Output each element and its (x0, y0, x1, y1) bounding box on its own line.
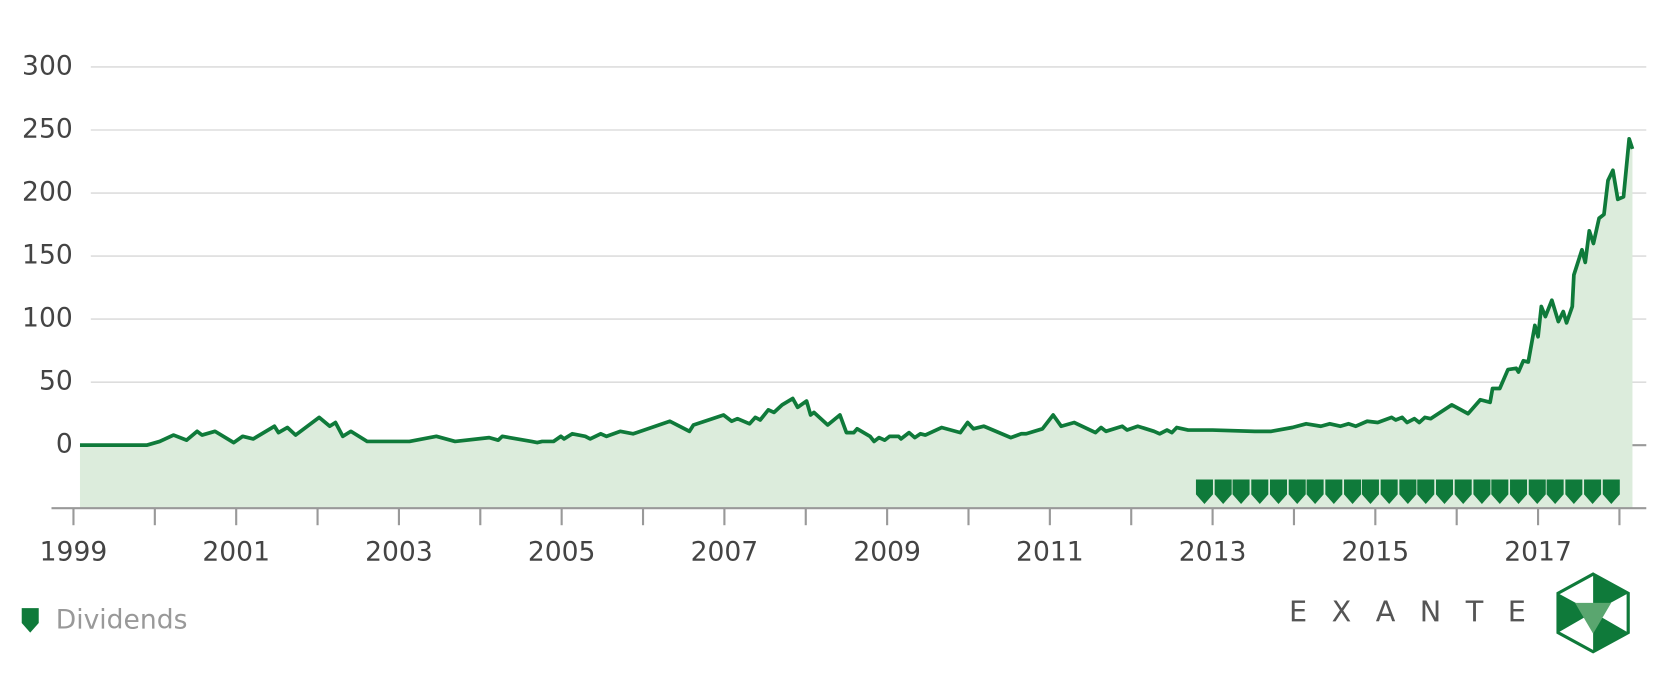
dividend-marker (1546, 479, 1564, 504)
x-tick-label: 2001 (202, 536, 270, 567)
dividend-marker (1344, 479, 1362, 504)
dividend-marker (1214, 479, 1232, 504)
logo-facet (1575, 602, 1612, 634)
dividend-marker (1232, 479, 1250, 504)
dividend-marker (1473, 479, 1491, 504)
logo: EXANTE (1289, 572, 1630, 654)
dividend-marker (1306, 479, 1324, 504)
y-tick-label: 200 (22, 177, 73, 208)
x-tick-label: 2017 (1504, 536, 1572, 567)
x-tick-label: 2015 (1342, 536, 1410, 567)
dividend-marker (1399, 479, 1417, 504)
dividend-marker (1417, 479, 1435, 504)
dividend-marker (1361, 479, 1379, 504)
dividend-marker (1565, 479, 1583, 504)
dividend-marker (1435, 479, 1453, 504)
logo-facet (1593, 612, 1629, 652)
y-tick-label: 300 (22, 50, 73, 81)
x-tick-label: 2011 (1016, 536, 1084, 567)
x-tick-label: 2003 (365, 536, 433, 567)
y-tick-label: 100 (22, 303, 73, 334)
dividend-marker (1510, 479, 1528, 504)
x-tick-label: 2009 (853, 536, 921, 567)
y-tick-label: 50 (39, 366, 73, 397)
x-tick-label: 2007 (691, 536, 759, 567)
dividend-marker (1454, 479, 1472, 504)
dividend-marker (1602, 479, 1620, 504)
line (79, 136, 1635, 448)
area (79, 138, 1633, 509)
logo-text: EXANTE (1289, 594, 1550, 628)
dividend-marker (1491, 479, 1509, 504)
legend-marker (21, 608, 39, 633)
dividend-marker (1528, 479, 1546, 504)
dividend-marker (1325, 479, 1343, 504)
logo-facet (1558, 593, 1594, 633)
dividend-marker (1380, 479, 1398, 504)
y-tick-label: 250 (22, 114, 73, 145)
dividend-marker (1195, 479, 1213, 504)
plot: 0 50 100 150 200 250 300 1999 2001 2003 2005 2007 20… (21, 50, 1647, 635)
legend-label: Dividends (56, 604, 188, 635)
y-tick-label: 150 (22, 240, 73, 271)
dividend-marker (1288, 479, 1306, 504)
y-tick-label: 0 (56, 429, 73, 460)
dividend-marker (1269, 479, 1288, 504)
x-tick-label: 1999 (40, 536, 108, 567)
dividend-marker (1584, 479, 1602, 504)
x-tick-label: 2005 (528, 536, 596, 567)
x-tick-label: 2013 (1179, 536, 1247, 567)
dividend-marker (1251, 479, 1269, 504)
